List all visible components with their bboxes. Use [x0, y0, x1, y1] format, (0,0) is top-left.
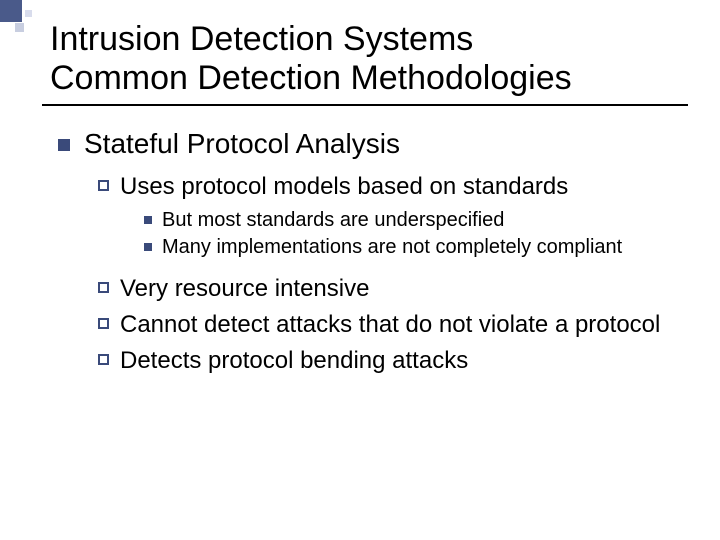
title-line-1: Intrusion Detection Systems [50, 20, 473, 58]
small-square-bullet-icon [144, 216, 152, 224]
hollow-square-bullet-icon [98, 354, 109, 365]
slide-content: Intrusion Detection Systems Common Detec… [0, 0, 720, 402]
title-underline [42, 104, 688, 106]
bullet-level1: Stateful Protocol Analysis [58, 128, 685, 160]
level2-text: Uses protocol models based on standards [120, 172, 568, 202]
deco-square-large [0, 0, 22, 22]
bullet-level2-item: Uses protocol models based on standards [98, 172, 685, 202]
bullet-level3-item: But most standards are underspecified [144, 208, 685, 233]
level2-text: Very resource intensive [120, 274, 369, 304]
level3-text: Many implementations are not completely … [162, 235, 622, 260]
hollow-square-bullet-icon [98, 180, 109, 191]
slide-title: Intrusion Detection Systems Common Detec… [50, 20, 685, 98]
deco-square-small-1 [15, 23, 24, 32]
title-line-2: Common Detection Methodologies [50, 59, 572, 97]
corner-decoration [0, 0, 50, 40]
square-bullet-icon [58, 139, 70, 151]
level2-text: Detects protocol bending attacks [120, 346, 468, 376]
bullet-level2-item: Cannot detect attacks that do not violat… [98, 310, 685, 340]
level3-text: But most standards are underspecified [162, 208, 504, 233]
level1-heading: Stateful Protocol Analysis [84, 128, 400, 160]
small-square-bullet-icon [144, 243, 152, 251]
bullet-level2-item: Detects protocol bending attacks [98, 346, 685, 376]
hollow-square-bullet-icon [98, 282, 109, 293]
level2-text: Cannot detect attacks that do not violat… [120, 310, 660, 340]
deco-square-small-2 [25, 10, 32, 17]
bullet-level3-item: Many implementations are not completely … [144, 235, 685, 260]
bullet-level2-item: Very resource intensive [98, 274, 685, 304]
hollow-square-bullet-icon [98, 318, 109, 329]
